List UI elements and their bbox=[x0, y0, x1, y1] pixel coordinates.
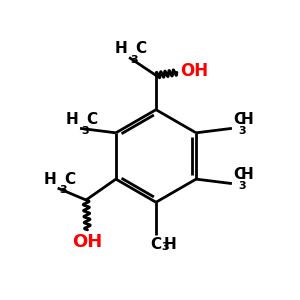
Text: C: C bbox=[87, 112, 98, 127]
Text: H: H bbox=[241, 112, 253, 127]
Text: H: H bbox=[66, 112, 79, 127]
Text: C: C bbox=[233, 167, 244, 182]
Text: OH: OH bbox=[180, 62, 208, 80]
Text: 3: 3 bbox=[82, 126, 89, 136]
Text: 3: 3 bbox=[59, 185, 67, 196]
Text: C: C bbox=[150, 238, 161, 253]
Text: C: C bbox=[136, 41, 147, 56]
Text: C: C bbox=[64, 172, 75, 187]
Text: H: H bbox=[115, 41, 128, 56]
Text: 3: 3 bbox=[238, 181, 246, 191]
Text: 3: 3 bbox=[238, 126, 246, 136]
Text: OH: OH bbox=[72, 233, 103, 251]
Text: H: H bbox=[241, 167, 253, 182]
Text: C: C bbox=[233, 112, 244, 127]
Text: 3: 3 bbox=[161, 242, 169, 252]
Text: 3: 3 bbox=[130, 55, 138, 65]
Text: H: H bbox=[164, 238, 177, 253]
Text: H: H bbox=[44, 172, 56, 187]
